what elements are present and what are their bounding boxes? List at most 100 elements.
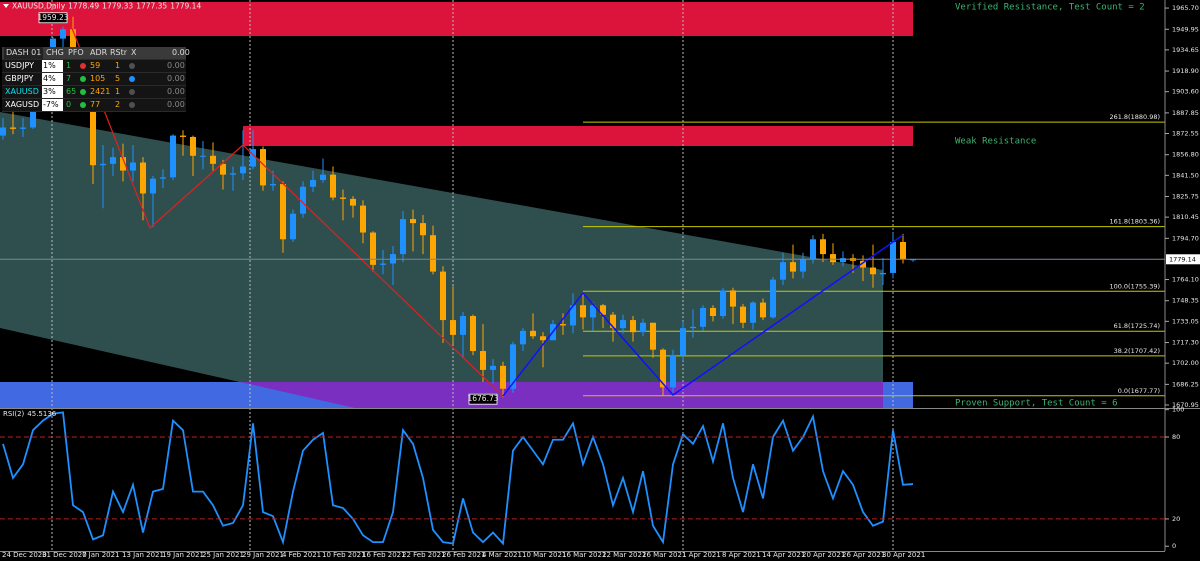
x-tick-label: 7 Jan 2021 [82, 551, 120, 559]
x-tick-label: 19 Jan 2021 [162, 551, 204, 559]
candle-body [620, 320, 626, 329]
rstr: 1 [115, 61, 121, 70]
background-layer [0, 0, 913, 551]
resistance-zone [0, 2, 913, 36]
candle-body [170, 135, 176, 178]
candle-body [320, 174, 326, 181]
header-cell: RStr [110, 48, 128, 57]
candle-body [520, 330, 526, 345]
adr: 105 [90, 74, 106, 83]
x-tick-label: 25 Jan 2021 [202, 551, 244, 559]
symbol: XAGUSD [5, 100, 40, 109]
x-tick-label: 10 Feb 2021 [322, 551, 366, 559]
candle-body [890, 241, 896, 273]
y-tick-label: 20 [1172, 515, 1180, 523]
candle-body [420, 223, 426, 236]
candle-body [110, 157, 116, 164]
change: 1% [42, 60, 63, 72]
rstr: 2 [115, 100, 121, 109]
candle-body [200, 155, 206, 157]
x-tick-label: 30 Apr 2021 [882, 551, 925, 559]
dashboard-row: XAUUSD 3% 65 2421 1 0.00 [2, 86, 186, 99]
candle-body [770, 279, 776, 318]
candle-body [400, 219, 406, 255]
header-cell: 0.00 [172, 48, 190, 57]
candle-body [370, 232, 376, 265]
candle-body [610, 314, 616, 329]
value: 0.00 [167, 61, 185, 70]
candle-body [160, 177, 166, 179]
candle-body [360, 205, 366, 233]
pfo: 65 [66, 87, 77, 96]
change: -7% [42, 99, 63, 111]
candle-body [840, 258, 846, 263]
x-tick-label: 22 Mar 2021 [602, 551, 646, 559]
candle-body [490, 365, 496, 370]
x-tick-label: 8 Apr 2021 [722, 551, 761, 559]
x-tick-label: 22 Feb 2021 [402, 551, 446, 559]
x-tick-label: 14 Apr 2021 [762, 551, 805, 559]
low-price: 1777.35 [136, 2, 167, 11]
status-dot [129, 89, 135, 95]
y-tick-label: 1686.25 [1172, 380, 1199, 388]
fib-label: 161.8(1803.36) [1109, 218, 1160, 226]
x-tick-label: 16 Feb 2021 [362, 551, 406, 559]
y-tick-label: 1856.80 [1172, 151, 1199, 159]
fib-label: 0.0(1677.77) [1118, 387, 1160, 395]
candle-body [260, 149, 266, 186]
zigzag-up [502, 234, 904, 397]
candle-body [500, 365, 506, 389]
candle-body [430, 235, 436, 272]
candle-body [310, 180, 316, 187]
change: 4% [42, 73, 63, 85]
y-tick-label: 1702.00 [1172, 359, 1199, 367]
x-tick-label: 26 Apr 2021 [842, 551, 885, 559]
dashboard-row: GBPJPY 4% 7 105 5 0.00 [2, 73, 186, 86]
status-dot [80, 89, 86, 95]
candle-body [350, 198, 356, 206]
candle-body [330, 174, 336, 198]
candle-body [600, 305, 606, 315]
change: 3% [42, 86, 63, 98]
candle-body [530, 330, 536, 337]
x-tick-label: 26 Mar 2021 [642, 551, 686, 559]
y-tick-label: 1934.65 [1172, 46, 1199, 54]
menu-arrow[interactable] [3, 4, 9, 8]
candle-body [480, 351, 486, 370]
candle-body [150, 178, 156, 194]
candle-body [670, 355, 676, 388]
symbol: XAUUSD,Daily [12, 2, 66, 11]
x-tick-label: 4 Mar 2021 [482, 551, 522, 559]
fib-label: 100.0(1755.39) [1109, 282, 1160, 290]
pfo: 0 [66, 100, 72, 109]
fibonacci-layer: 261.8(1880.98) 161.8(1803.36) 100.0(1755.3… [583, 113, 1165, 397]
y-tick-label: 1733.05 [1172, 317, 1199, 325]
candle-body [60, 29, 66, 39]
y-tick-label: 1965.70 [1172, 4, 1199, 12]
header-cell: ADR [90, 48, 108, 57]
header-cell: X [131, 48, 137, 57]
rsi-line [2, 411, 914, 546]
y-tick-label: 1764.10 [1172, 276, 1199, 284]
y-tick-label: 1841.50 [1172, 171, 1199, 179]
dashboard-row: USDJPY 1% 1 59 1 0.00 [2, 60, 186, 73]
open-price: 1778.49 [68, 2, 99, 11]
candle-body [660, 349, 666, 388]
y-tick-label: 1717.30 [1172, 339, 1199, 347]
candle-body [230, 173, 236, 175]
candle-body [570, 305, 576, 326]
candle-body [650, 322, 656, 350]
labels-layer: Verified Resistance, Test Count = 2 Weak… [3, 2, 1145, 418]
candle-body [410, 219, 416, 224]
candle-body [240, 166, 246, 174]
candle-body [810, 239, 816, 260]
candle-body [130, 162, 136, 171]
x-tick-label: 26 Feb 2021 [442, 551, 486, 559]
candle-body [470, 316, 476, 352]
y-tick-label: 0 [1172, 542, 1176, 550]
adr: 2421 [90, 87, 111, 96]
candle-body [380, 263, 386, 265]
x-tick-label: 13 Jan 2021 [122, 551, 164, 559]
